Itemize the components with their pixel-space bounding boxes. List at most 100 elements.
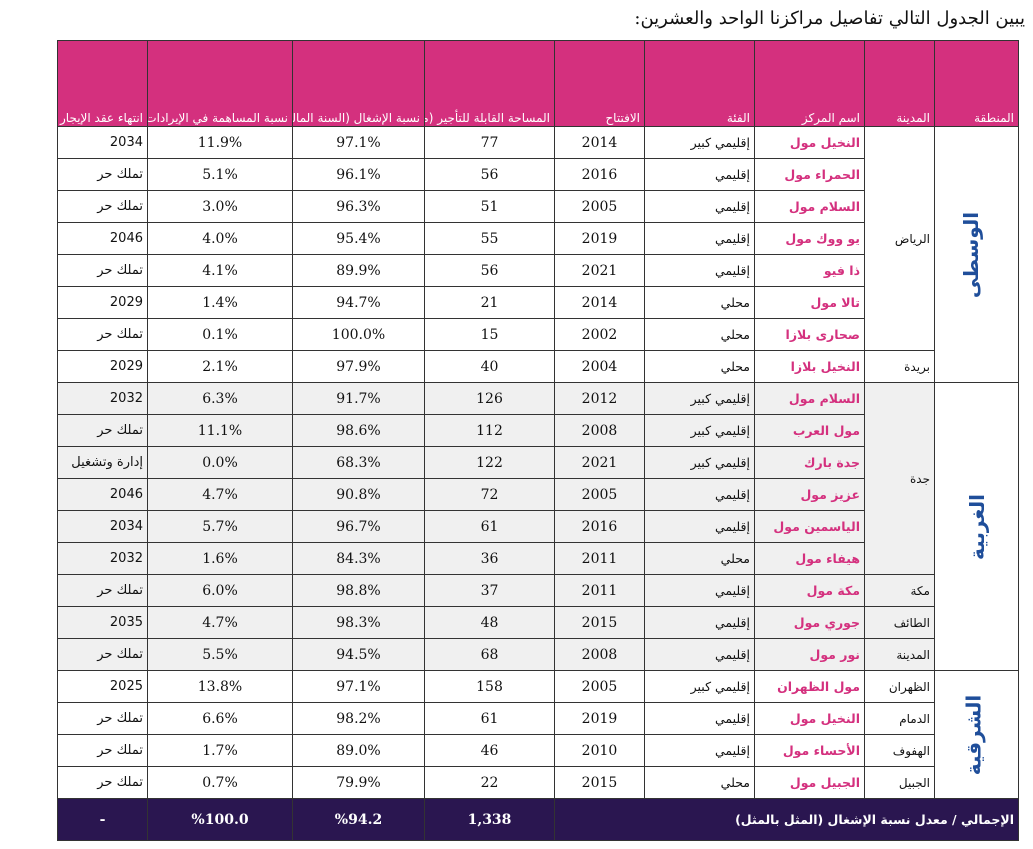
city-cell: الرياض [864,126,935,351]
table-row: السلام مول إقليمي 2005 51 96.3% 3.0% تمل… [57,190,1019,223]
opening-cell: 2008 [554,414,645,447]
city-cell: الدمام [864,702,935,735]
occupancy-cell: 100.0% [292,318,425,351]
table-row: الحمراء مول إقليمي 2016 56 96.1% 5.1% تم… [57,158,1019,191]
occupancy-cell: 98.6% [292,414,425,447]
table-row: المدينة نور مول إقليمي 2008 68 94.5% 5.5… [57,638,1019,671]
gla-cell: 122 [424,446,555,479]
lease-cell: 2046 [57,478,148,511]
occupancy-cell: 96.7% [292,510,425,543]
opening-cell: 2008 [554,638,645,671]
table-row: مول العرب إقليمي كبير 2008 112 98.6% 11.… [57,414,1019,447]
opening-cell: 2016 [554,510,645,543]
revenue-cell: 2.1% [147,350,293,383]
total-label: الإجمالي / معدل نسبة الإشغال (المثل بالم… [554,798,1019,841]
opening-cell: 2015 [554,606,645,639]
category-cell: محلي [644,286,755,319]
revenue-cell: 0.0% [147,446,293,479]
center-name: النخيل مول [754,126,865,159]
gla-cell: 36 [424,542,555,575]
region-label-western: الغربية [964,493,989,560]
region-cell-central: الوسطى [934,126,1019,383]
occupancy-cell: 98.8% [292,574,425,607]
city-cell: الظهران [864,670,935,703]
lease-cell: تملك حر [57,702,148,735]
city-cell: الهفوف [864,734,935,767]
header-city: المدينة [864,40,935,127]
occupancy-cell: 84.3% [292,542,425,575]
lease-cell: تملك حر [57,158,148,191]
opening-cell: 2021 [554,254,645,287]
gla-cell: 56 [424,158,555,191]
city-cell: بريدة [864,350,935,383]
table-row: مكة مكة مول إقليمي 2011 37 98.8% 6.0% تم… [57,574,1019,607]
occupancy-cell: 90.8% [292,478,425,511]
header-region: المنطقة [934,40,1019,127]
gla-cell: 21 [424,286,555,319]
table-row: صحارى بلازا محلي 2002 15 100.0% 0.1% تمل… [57,318,1019,351]
category-cell: إقليمي [644,478,755,511]
center-name: مكة مول [754,574,865,607]
occupancy-cell: 98.2% [292,702,425,735]
table-row: الهفوف الأحساء مول إقليمي 2010 46 89.0% … [57,734,1019,767]
header-occupancy: نسبة الإشغال (السنة المالية 2022م) [292,40,425,127]
table-row: الشرقية الظهران مول الظهران إقليمي كبير … [57,670,1019,799]
revenue-cell: 4.1% [147,254,293,287]
center-name: جوري مول [754,606,865,639]
city-cell: الجبيل [864,766,935,799]
header-lease: انتهاء عقد الإيجار [57,40,148,127]
revenue-cell: 0.1% [147,318,293,351]
revenue-cell: 6.6% [147,702,293,735]
occupancy-cell: 94.5% [292,638,425,671]
lease-cell: تملك حر [57,318,148,351]
opening-cell: 2010 [554,734,645,767]
city-cell: المدينة [864,638,935,671]
gla-cell: 61 [424,510,555,543]
total-revenue: %100.0 [147,798,293,841]
gla-cell: 72 [424,478,555,511]
center-name: السلام مول [754,382,865,415]
center-name: النخيل مول [754,702,865,735]
table-row: الدمام النخيل مول إقليمي 2019 61 98.2% 6… [57,702,1019,735]
revenue-cell: 6.0% [147,574,293,607]
revenue-cell: 1.7% [147,734,293,767]
opening-cell: 2015 [554,766,645,799]
opening-cell: 2005 [554,190,645,223]
category-cell: محلي [644,766,755,799]
category-cell: إقليمي كبير [644,670,755,703]
city-cell: الطائف [864,606,935,639]
category-cell: إقليمي [644,606,755,639]
table-row: الياسمين مول إقليمي 2016 61 96.7% 5.7% 2… [57,510,1019,543]
lease-cell: إدارة وتشغيل [57,446,148,479]
lease-cell: 2029 [57,286,148,319]
opening-cell: 2019 [554,702,645,735]
opening-cell: 2011 [554,542,645,575]
gla-cell: 55 [424,222,555,255]
center-name: عزيز مول [754,478,865,511]
malls-table: المنطقة المدينة اسم المركز الفئة الافتتا… [57,40,1019,841]
center-name: مول العرب [754,414,865,447]
lease-cell: 2032 [57,382,148,415]
gla-cell: 48 [424,606,555,639]
region-cell-eastern: الشرقية [934,670,1019,799]
revenue-cell: 4.7% [147,606,293,639]
header-category: الفئة [644,40,755,127]
revenue-cell: 4.7% [147,478,293,511]
table-row: ذا فيو إقليمي 2021 56 89.9% 4.1% تملك حر [57,254,1019,287]
lease-cell: 2025 [57,670,148,703]
table-row: تالا مول محلي 2014 21 94.7% 1.4% 2029 [57,286,1019,319]
center-name: صحارى بلازا [754,318,865,351]
revenue-cell: 5.7% [147,510,293,543]
occupancy-cell: 68.3% [292,446,425,479]
lease-cell: تملك حر [57,734,148,767]
table-row: جدة بارك إقليمي كبير 2021 122 68.3% 0.0%… [57,446,1019,479]
table-row: يو ووك مول إقليمي 2019 55 95.4% 4.0% 204… [57,222,1019,255]
center-name: السلام مول [754,190,865,223]
revenue-cell: 3.0% [147,190,293,223]
revenue-cell: 11.9% [147,126,293,159]
opening-cell: 2002 [554,318,645,351]
occupancy-cell: 96.1% [292,158,425,191]
category-cell: إقليمي كبير [644,382,755,415]
center-name: تالا مول [754,286,865,319]
revenue-cell: 0.7% [147,766,293,799]
